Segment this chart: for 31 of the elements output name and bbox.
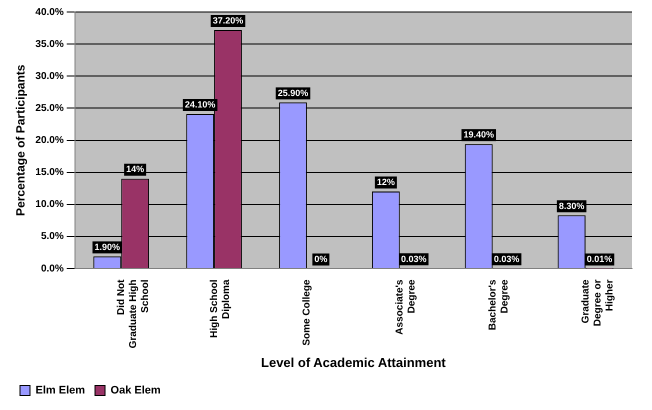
data-label: 8.30% bbox=[558, 200, 584, 211]
y-tick-label: 0.0% bbox=[40, 263, 64, 274]
data-label: 24.10% bbox=[184, 99, 216, 110]
y-tick-label: 20.0% bbox=[35, 135, 64, 146]
data-label: 19.40% bbox=[463, 130, 494, 140]
x-tick-label: Graduate Degree or Higher bbox=[580, 279, 616, 326]
y-tick-label: 25.0% bbox=[35, 102, 64, 114]
x-tick-label: Bachelor's Degree bbox=[487, 279, 510, 330]
data-label: 12% bbox=[376, 177, 395, 188]
y-tick-label: 35.0% bbox=[35, 38, 64, 50]
y-tick-label: 40.0% bbox=[35, 6, 64, 18]
data-label: 0.03% bbox=[494, 254, 520, 264]
y-axis-title: Percentage of Participants bbox=[14, 64, 28, 216]
x-tick-label: Associate's Degree bbox=[394, 279, 418, 335]
x-tick-label: Some College bbox=[302, 279, 313, 346]
x-tick-label: High School Diploma bbox=[208, 279, 232, 338]
legend-label: Oak Elem bbox=[110, 384, 161, 397]
legend-label: Elm Elem bbox=[36, 384, 86, 397]
data-label: 0.01% bbox=[586, 254, 612, 264]
x-tick-label: Did Not Graduate High School bbox=[116, 278, 151, 348]
data-label: 0% bbox=[314, 254, 328, 264]
y-tick-label: 15.0% bbox=[35, 167, 64, 178]
data-label: 0.03% bbox=[400, 254, 427, 264]
data-label: 25.90% bbox=[278, 88, 308, 98]
y-tick-label: 10.0% bbox=[35, 199, 64, 210]
data-label: 1.90% bbox=[94, 242, 120, 252]
x-axis-title: Level of Academic Attainment bbox=[261, 354, 446, 370]
data-label: 37.20% bbox=[212, 15, 244, 26]
data-label: 14% bbox=[126, 164, 144, 174]
y-tick-label: 5.0% bbox=[40, 231, 64, 242]
y-tick-label: 30.0% bbox=[35, 70, 64, 82]
